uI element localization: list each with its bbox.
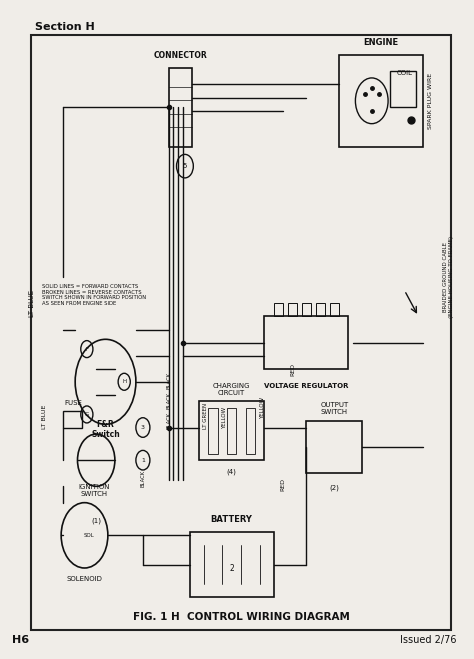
Text: LT BLUE: LT BLUE (43, 404, 47, 428)
Text: CHARGING
CIRCUIT: CHARGING CIRCUIT (213, 383, 250, 396)
Text: ENGINE: ENGINE (364, 38, 399, 47)
Text: VOLTAGE REGULATOR: VOLTAGE REGULATOR (264, 384, 348, 389)
Bar (306, 421, 363, 473)
Text: BLACK: BLACK (166, 372, 171, 389)
Text: (2): (2) (329, 484, 339, 491)
Text: Section H: Section H (36, 22, 95, 32)
Text: FIG. 1 H  CONTROL WIRING DIAGRAM: FIG. 1 H CONTROL WIRING DIAGRAM (133, 612, 349, 622)
Bar (330, 303, 339, 316)
Text: SPARK PLUG WIRE: SPARK PLUG WIRE (428, 72, 433, 129)
Text: RED: RED (281, 478, 285, 490)
Text: LT BLUE: LT BLUE (29, 291, 35, 318)
Bar (227, 408, 237, 453)
Bar (199, 401, 264, 460)
Bar (316, 303, 325, 316)
Text: H6: H6 (12, 635, 29, 645)
Text: 5: 5 (183, 163, 187, 169)
Text: 3: 3 (141, 425, 145, 430)
Bar (288, 303, 297, 316)
Text: CONNECTOR: CONNECTOR (154, 51, 207, 61)
Text: (4): (4) (227, 469, 237, 474)
Text: BLACK: BLACK (166, 392, 171, 409)
Text: BLACK: BLACK (166, 411, 171, 428)
Bar (273, 303, 283, 316)
Text: OUTPUT
SWITCH: OUTPUT SWITCH (320, 403, 348, 415)
Bar (339, 55, 423, 146)
Bar (169, 68, 192, 146)
Text: 1: 1 (141, 458, 145, 463)
Text: BRAIDED GROUND CABLE
(ENGINE HOUSING TO FRAME): BRAIDED GROUND CABLE (ENGINE HOUSING TO … (443, 236, 454, 318)
Text: IGNITION
SWITCH: IGNITION SWITCH (78, 484, 109, 497)
Bar (264, 316, 348, 368)
Text: F&R
Switch: F&R Switch (91, 420, 120, 440)
Text: LT GREEN: LT GREEN (203, 403, 209, 428)
Bar (301, 303, 311, 316)
Bar (391, 71, 416, 107)
Text: YELLOW: YELLOW (260, 397, 264, 418)
Text: 2: 2 (229, 563, 234, 573)
Text: COIL: COIL (396, 70, 412, 76)
Bar (208, 408, 218, 453)
Text: G: G (85, 412, 89, 417)
Text: F: F (85, 347, 89, 352)
Text: BLACK: BLACK (140, 471, 146, 487)
Text: SOLENOID: SOLENOID (66, 576, 102, 582)
Text: BATTERY: BATTERY (211, 515, 253, 525)
Text: YELLOW: YELLOW (222, 407, 227, 428)
Text: SOLID LINES = FORWARD CONTACTS
BROKEN LINES = REVERSE CONTACTS
SWITCH SHOWN IN F: SOLID LINES = FORWARD CONTACTS BROKEN LI… (43, 284, 146, 306)
Text: (1): (1) (91, 517, 101, 524)
Text: RED: RED (290, 363, 295, 376)
Text: SOL: SOL (84, 533, 94, 538)
Bar (190, 532, 273, 598)
Bar (246, 408, 255, 453)
Text: Issued 2/76: Issued 2/76 (400, 635, 456, 645)
Text: FUSE: FUSE (64, 399, 82, 406)
Text: H: H (122, 380, 126, 384)
Bar (64, 411, 82, 428)
